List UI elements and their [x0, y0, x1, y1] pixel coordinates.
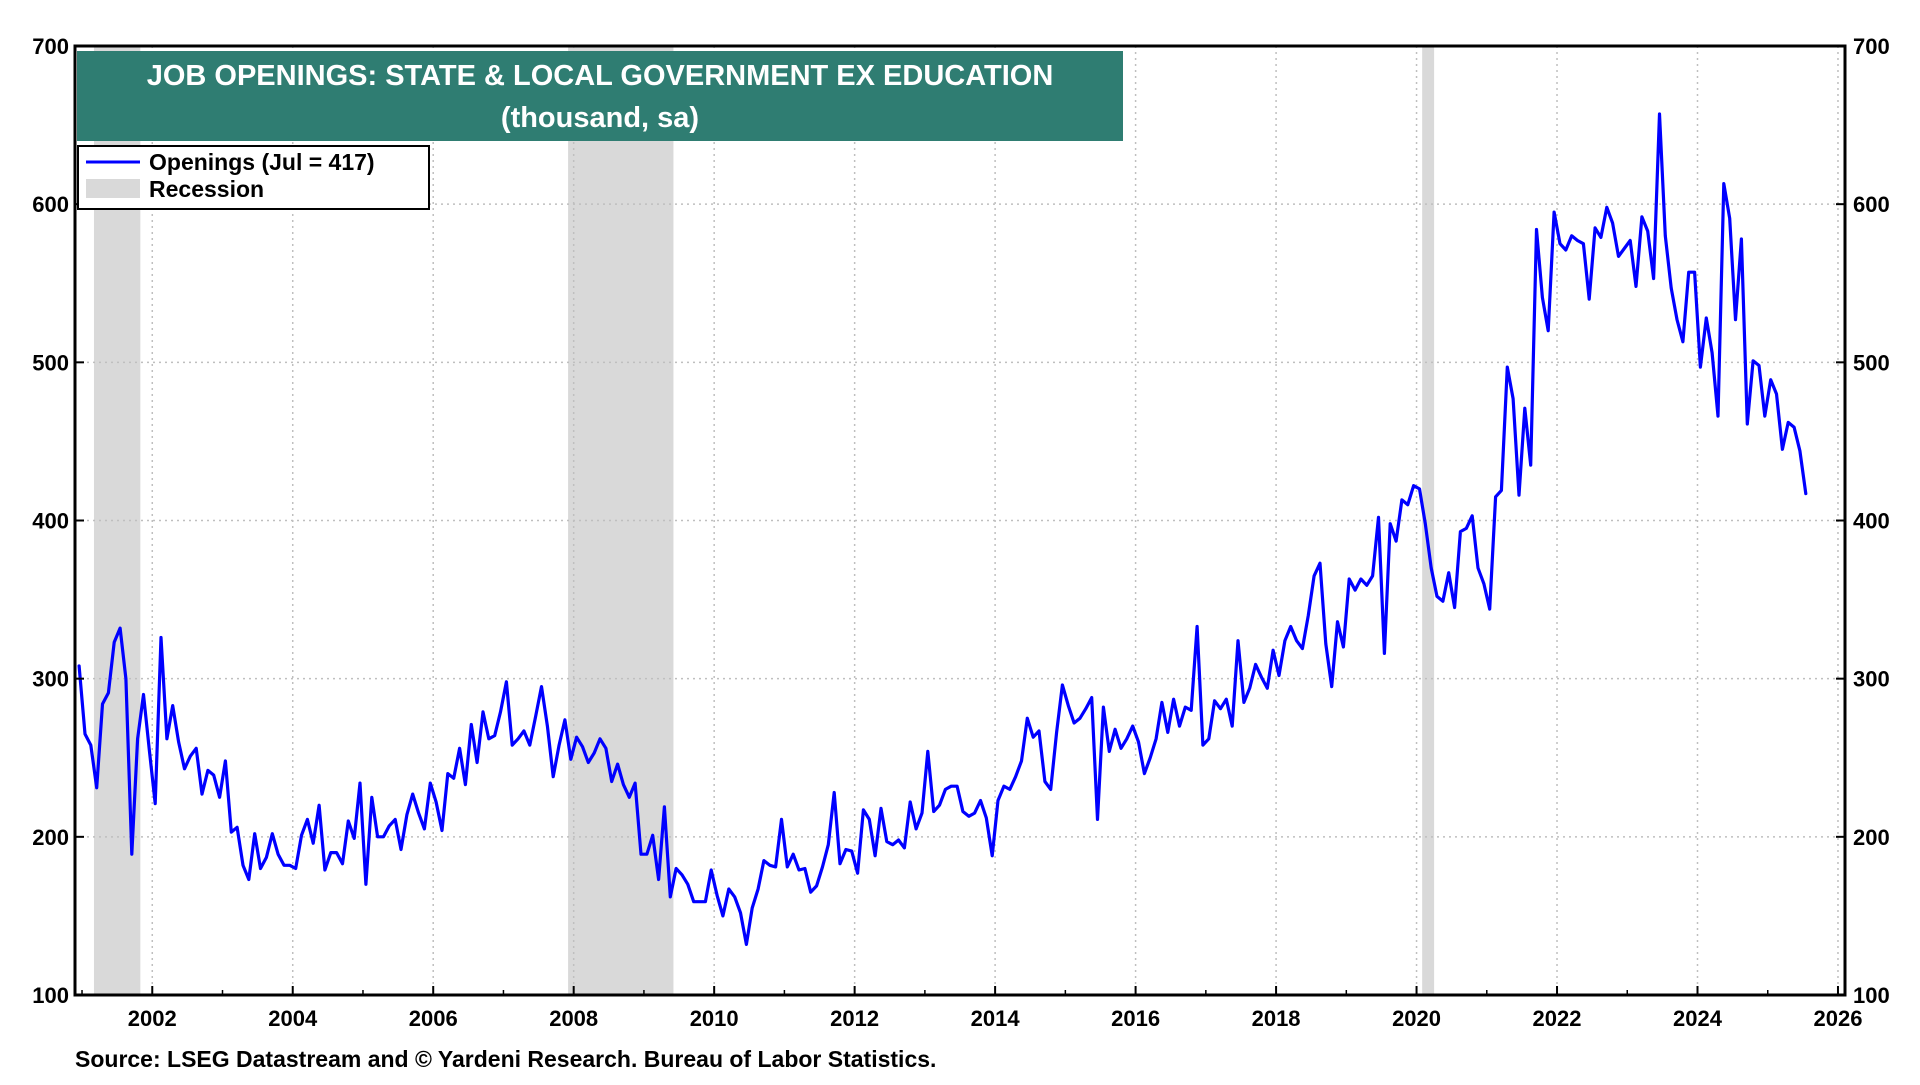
x-tick-label-2006: 2006 [409, 1006, 458, 1031]
x-tick-label-2024: 2024 [1673, 1006, 1723, 1031]
chart-subtitle: (thousand, sa) [501, 102, 699, 134]
y-tick-label-right-200: 200 [1853, 825, 1890, 850]
title-box: JOB OPENINGS: STATE & LOCAL GOVERNMENT E… [77, 51, 1123, 141]
legend-label-openings: Openings (Jul = 417) [149, 149, 375, 175]
x-tick-label-2004: 2004 [268, 1006, 318, 1031]
y-tick-label-left-700: 700 [32, 34, 69, 59]
x-tick-label-2022: 2022 [1533, 1006, 1582, 1031]
x-tick-label-2008: 2008 [549, 1006, 598, 1031]
x-tick-label-2014: 2014 [971, 1006, 1021, 1031]
y-tick-label-right-500: 500 [1853, 350, 1890, 375]
x-tick-label-2002: 2002 [128, 1006, 177, 1031]
x-tick-label-2020: 2020 [1392, 1006, 1441, 1031]
y-tick-label-left-600: 600 [32, 192, 69, 217]
legend-box [77, 145, 430, 210]
source-note: Source: LSEG Datastream and © Yardeni Re… [75, 1046, 936, 1072]
series-line-openings [77, 112, 1808, 947]
x-tick-label-2026: 2026 [1813, 1006, 1862, 1031]
recession-band-2 [1422, 46, 1435, 995]
legend-recession-swatch [86, 179, 140, 198]
y-tick-label-left-200: 200 [32, 825, 69, 850]
y-tick-label-left-400: 400 [32, 509, 69, 534]
chart-title: JOB OPENINGS: STATE & LOCAL GOVERNMENT E… [147, 60, 1054, 92]
y-tick-label-right-600: 600 [1853, 192, 1890, 217]
y-tick-label-right-400: 400 [1853, 509, 1890, 534]
y-tick-label-right-100: 100 [1853, 983, 1890, 1008]
y-tick-label-right-700: 700 [1853, 34, 1890, 59]
y-tick-label-left-300: 300 [32, 667, 69, 692]
y-tick-label-left-100: 100 [32, 983, 69, 1008]
x-tick-label-2010: 2010 [690, 1006, 739, 1031]
legend-label-recession: Recession [149, 176, 264, 202]
x-tick-label-2012: 2012 [830, 1006, 879, 1031]
axis-ticks: 100 100 200 200 300 300 400 400 500 500 600 600 700 7… [32, 34, 1889, 1031]
y-tick-label-right-300: 300 [1853, 667, 1890, 692]
x-tick-label-2016: 2016 [1111, 1006, 1160, 1031]
y-tick-label-left-500: 500 [32, 350, 69, 375]
series-layer [77, 112, 1808, 947]
title-background [77, 51, 1123, 141]
legend: Openings (Jul = 417) Recession [77, 145, 430, 210]
x-tick-label-2018: 2018 [1252, 1006, 1301, 1031]
